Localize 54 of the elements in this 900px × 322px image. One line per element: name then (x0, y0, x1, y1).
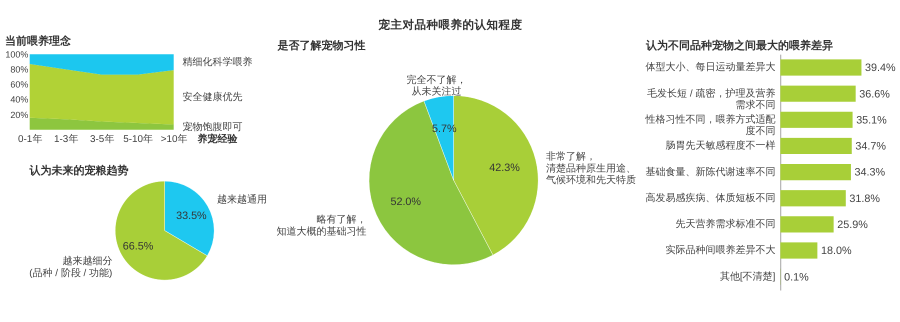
y-tick-label: 体型大小、每日运动量差异大 (645, 61, 776, 74)
slice-label: 越来越细分(品种 / 阶段 / 功能) (29, 255, 112, 279)
bar (780, 59, 862, 76)
y-tick-label: 20% (10, 110, 28, 120)
bar (780, 138, 852, 154)
x-tick-label: 5-10年 (123, 132, 154, 145)
series-label: 宠物饱腹即可 (182, 120, 243, 133)
bar (780, 242, 818, 259)
data-label: 66.5% (122, 240, 154, 252)
x-tick-label: 0-1年 (18, 132, 42, 145)
y-tick-label: 40% (10, 94, 28, 105)
x-tick-label: 1-3年 (54, 132, 78, 145)
bar (780, 112, 853, 128)
bar (780, 216, 834, 232)
y-tick-label: 60% (10, 80, 28, 90)
slice-label: 越来越通用 (217, 194, 268, 206)
y-tick-label: 高发易感疾病、体质短板不同 (645, 192, 776, 204)
y-tick-label: 基础食量、新陈代谢速率不同 (645, 166, 776, 178)
y-tick-label: 先天营养需求标准不同 (675, 218, 776, 230)
data-label: 34.7% (855, 140, 886, 153)
bar (780, 164, 851, 180)
y-tick-label: 100% (5, 49, 28, 60)
data-label: 0.1% (784, 271, 810, 284)
data-label: 39.4% (865, 62, 896, 74)
series-label: 精细化科学喂养 (182, 56, 253, 68)
y-tick-label: 毛发长短 / 疏密，护理及营养需求不同 (647, 87, 776, 112)
chart-title: 认为未来的宠粮趋势 (28, 164, 129, 177)
y-tick-label: 实际品种间喂养差异不大 (665, 244, 776, 256)
x-axis-title: 养宠经验 (196, 132, 239, 145)
data-label: 36.6% (859, 88, 890, 100)
text: 宠主对品种喂养的认知程度 (377, 18, 522, 32)
chart-title: 是否了解宠物习性 (276, 38, 366, 52)
data-label: 35.1% (856, 114, 888, 126)
data-label: 25.9% (837, 218, 868, 231)
chart-title: 认为不同品种宠物之间最大的喂养差异 (645, 38, 834, 52)
data-label: 34.3% (854, 166, 886, 179)
y-tick-label: 其他[不清楚] (720, 270, 776, 282)
x-tick-label: >10年 (160, 132, 188, 145)
y-tick-label: 肠胃先天敏感程度不一样 (665, 140, 776, 152)
series-label: 安全健康优先 (182, 90, 243, 103)
bar (780, 86, 856, 102)
data-label: 31.8% (849, 192, 880, 205)
y-tick-label: 性格习性不同，喂养方式适配度不同 (644, 114, 776, 138)
slice-label: 非常了解，清楚品种原生用途、气候环境和先天特质 (546, 150, 636, 186)
slice-label: 完全不了解，从未关注过 (406, 74, 467, 98)
chart-title: 当前喂养理念 (4, 34, 71, 48)
data-label: 42.3% (489, 162, 520, 174)
data-label: 33.5% (176, 210, 208, 222)
slice-label: 略有了解，知道大概的基础习性 (276, 214, 367, 238)
bar (780, 190, 846, 206)
x-tick-label: 3-5年 (90, 132, 114, 145)
data-label: 18.0% (820, 245, 852, 258)
data-label: 52.0% (390, 196, 422, 208)
y-tick-label: 80% (10, 64, 28, 74)
